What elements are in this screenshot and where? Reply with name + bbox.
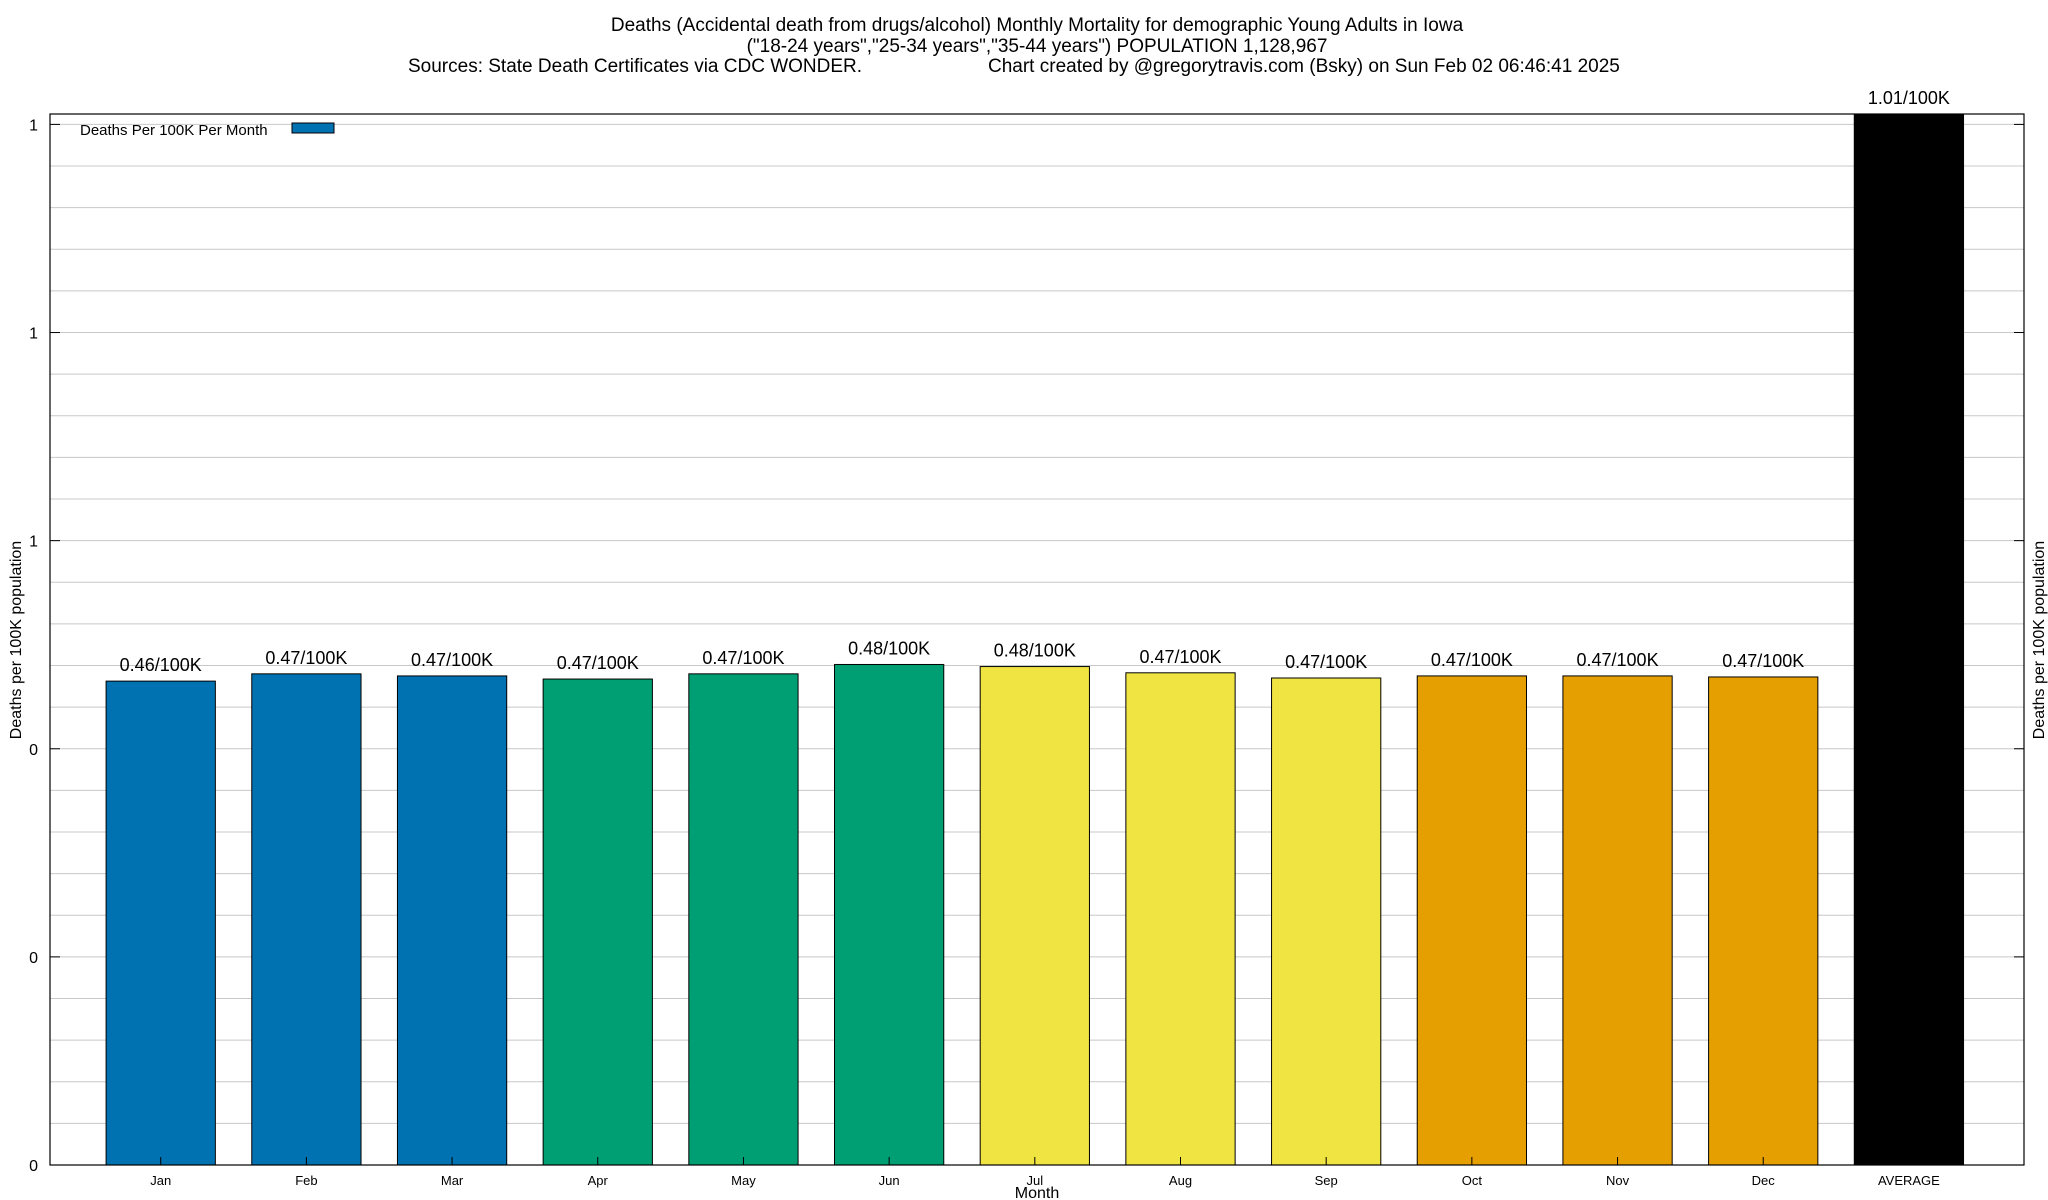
x-tick-label: Jun	[879, 1173, 900, 1188]
x-tick-label: Jan	[150, 1173, 171, 1188]
x-tick-label: Dec	[1752, 1173, 1776, 1188]
bar-value-label: 0.47/100K	[1285, 652, 1367, 672]
bar-value-label: 0.47/100K	[1577, 650, 1659, 670]
chart-titles: Deaths (Accidental death from drugs/alco…	[408, 15, 1620, 77]
bar-feb	[251, 673, 362, 1166]
bar-oct	[1416, 675, 1527, 1166]
bar-value-label: 0.47/100K	[1139, 647, 1221, 667]
bar-sep	[1271, 677, 1382, 1166]
x-tick-label: Mar	[441, 1173, 464, 1188]
bar-nov	[1562, 675, 1673, 1166]
y-axis-label-left: Deaths per 100K population	[8, 541, 25, 739]
bar-value-label: 0.47/100K	[702, 648, 784, 668]
bar-value-label: 0.47/100K	[557, 653, 639, 673]
x-axis-label: Month	[1015, 1185, 1059, 1200]
chart-sources: Sources: State Death Certificates via CD…	[408, 56, 862, 77]
y-tick-label: 1	[29, 117, 38, 134]
x-tick-label: AVERAGE	[1878, 1173, 1940, 1188]
bar-value-label: 0.47/100K	[1431, 650, 1513, 670]
bar-average	[1853, 113, 1965, 1166]
x-tick-label: May	[731, 1173, 756, 1188]
grid-lines	[50, 123, 2024, 1124]
bar-aug	[1125, 672, 1236, 1166]
chart-credit: Chart created by @gregorytravis.com (Bsk…	[988, 56, 1620, 77]
bar-value-label: 0.48/100K	[848, 638, 930, 658]
plot-frame	[49, 113, 2025, 1166]
x-axis-ticks: Jan Feb Mar Apr May Jun Jul Aug Sep Oct Nov Dec AVER…	[150, 1157, 1940, 1188]
y-axis-ticks: 0 0 0 1 1 1	[29, 117, 2024, 1175]
bar-dec	[1708, 676, 1819, 1166]
y-tick-label: 1	[29, 534, 38, 551]
bar-mar	[396, 675, 508, 1166]
x-tick-label: Apr	[588, 1173, 609, 1188]
x-tick-label: Oct	[1462, 1173, 1483, 1188]
bar-apr	[542, 678, 653, 1166]
x-tick-label: Nov	[1606, 1173, 1630, 1188]
bar-jun	[834, 663, 945, 1166]
bar-value-label: 0.47/100K	[1722, 651, 1804, 671]
y-tick-label: 1	[29, 326, 38, 343]
bar-value-label: 0.48/100K	[994, 641, 1076, 661]
legend: Deaths Per 100K Per Month	[80, 122, 335, 139]
x-tick-label: Aug	[1169, 1173, 1192, 1188]
x-tick-label: Feb	[295, 1173, 317, 1188]
x-tick-label: Sep	[1315, 1173, 1338, 1188]
bars	[105, 113, 1965, 1166]
y-axis-label-right: Deaths per 100K population	[2031, 541, 2048, 739]
legend-swatch	[291, 122, 335, 134]
legend-label: Deaths Per 100K Per Month	[80, 122, 268, 139]
y-tick-label: 0	[29, 742, 38, 759]
chart-title: Deaths (Accidental death from drugs/alco…	[611, 15, 1464, 36]
y-tick-label: 0	[29, 950, 38, 967]
bar-value-label: 0.47/100K	[265, 648, 347, 668]
x-tick-label: Jul	[1027, 1173, 1044, 1188]
bar-jul	[979, 666, 1090, 1166]
bar-may	[688, 673, 799, 1166]
bar-jan	[105, 680, 216, 1166]
bar-value-label: 0.46/100K	[120, 655, 202, 675]
y-tick-label: 0	[29, 1158, 38, 1175]
bar-value-label: 0.47/100K	[411, 650, 493, 670]
bar-labels: 0.46/100K 0.47/100K 0.47/100K 0.47/100K 0.47…	[120, 88, 1950, 675]
bar-value-label: 1.01/100K	[1868, 88, 1950, 108]
chart-subtitle: ("18-24 years","25-34 years","35-44 year…	[747, 36, 1328, 57]
